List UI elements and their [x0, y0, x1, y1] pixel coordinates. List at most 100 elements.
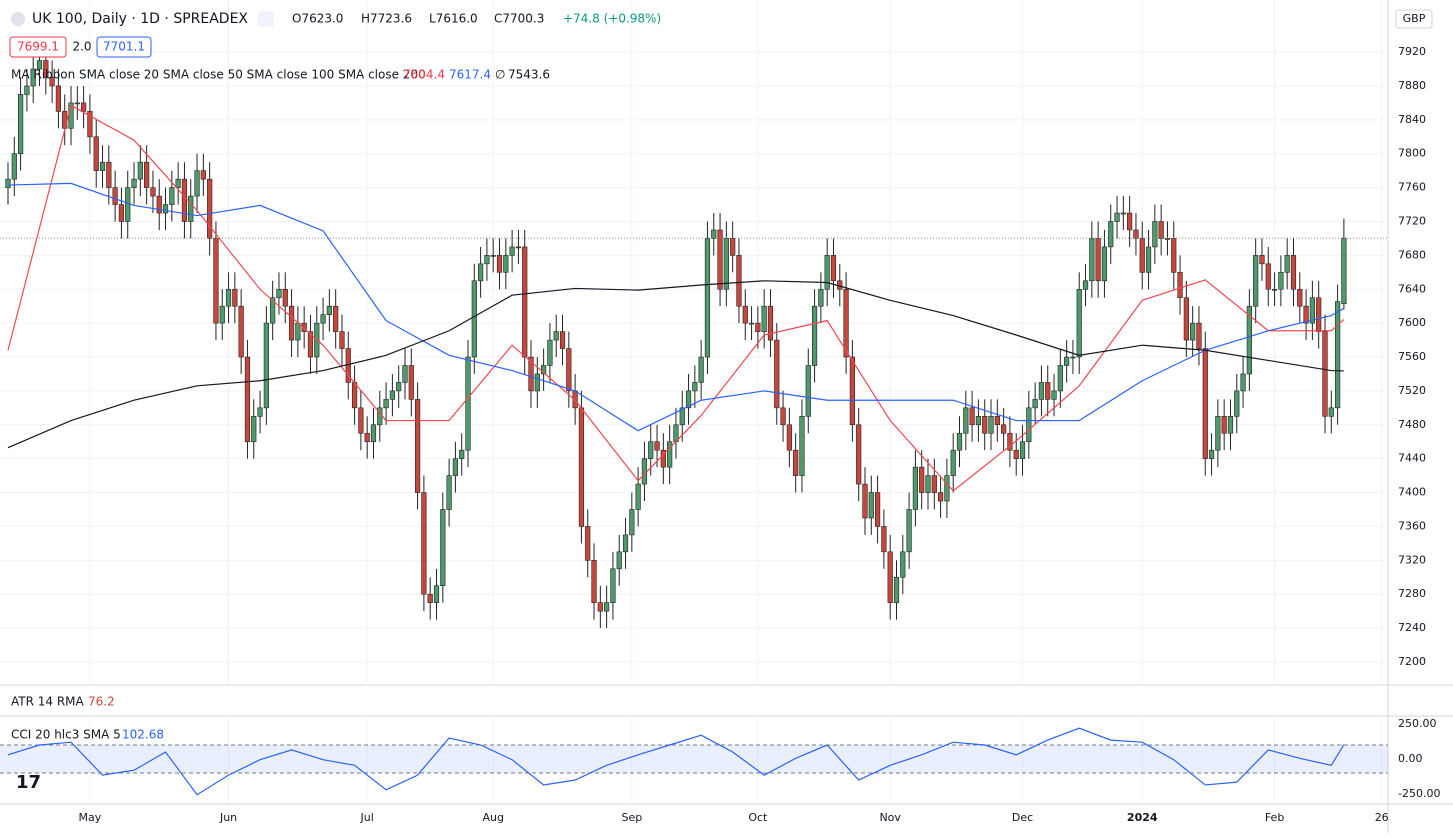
ma-line: [7, 280, 1344, 449]
candle-body: [635, 483, 641, 510]
candle-body: [648, 441, 654, 459]
candle-body: [736, 255, 742, 307]
candle-body: [1158, 221, 1164, 239]
candle-body: [1089, 238, 1095, 282]
currency-button[interactable]: [1395, 9, 1433, 29]
candle-body: [1038, 382, 1045, 400]
candle-body: [490, 255, 496, 257]
candle-body: [622, 534, 629, 553]
candle-body: [156, 195, 162, 214]
buy-button[interactable]: [96, 36, 152, 58]
candle-body: [1259, 255, 1265, 265]
ask[interactable]: 7701.1: [103, 40, 145, 54]
candle-body: [36, 60, 43, 70]
candle-body: [99, 161, 106, 171]
candle-body: [679, 407, 685, 426]
candle-body: [43, 60, 49, 78]
candle-body: [320, 314, 326, 324]
candle-body: [1208, 449, 1215, 459]
candle-body: [1152, 221, 1158, 248]
candle-body: [1297, 288, 1303, 307]
candle-body: [396, 382, 402, 392]
candle-body: [162, 204, 169, 214]
candle-body: [1019, 441, 1026, 459]
candle-body: [18, 94, 24, 155]
candle-body: [956, 432, 963, 451]
candle-body: [465, 356, 471, 451]
candle-body: [1246, 305, 1252, 375]
x-tick-label: Oct: [748, 811, 768, 824]
candle-body: [440, 509, 446, 587]
candle-body: [1057, 365, 1063, 392]
candle-body: [1095, 238, 1101, 282]
ma-line: [7, 182, 1345, 432]
candle-body: [818, 288, 824, 307]
candle-body: [478, 263, 484, 282]
candle-body: [1290, 255, 1297, 290]
candle-body: [931, 475, 937, 493]
candle-body: [667, 441, 673, 468]
candle-body: [1190, 322, 1196, 341]
atr-value: 76.2: [88, 695, 115, 709]
candle-body: [459, 449, 465, 459]
candle-body: [975, 416, 982, 426]
y-tick-label: 7280: [1398, 587, 1426, 600]
y-tick-label: 7840: [1398, 113, 1426, 126]
candle-body: [944, 475, 950, 502]
candle-body: [188, 195, 194, 222]
candle-body: [87, 111, 93, 138]
candle-body: [522, 246, 528, 358]
quote-high: H7723.6: [361, 12, 412, 26]
candle-body: [452, 458, 458, 476]
legend-value: 7617.4: [449, 68, 491, 82]
candle-body: [351, 382, 358, 409]
candle-body: [1177, 272, 1183, 299]
candle-body: [408, 365, 414, 400]
candle-body: [1051, 390, 1057, 400]
candle-body: [207, 178, 213, 239]
spread: 2.0: [72, 40, 91, 54]
candle-body: [137, 161, 143, 180]
candle-body: [887, 551, 893, 603]
candle-body: [175, 178, 181, 188]
candle-body: [856, 424, 862, 485]
candle-body: [515, 246, 522, 249]
candle-body: [93, 136, 99, 171]
candle-body: [994, 416, 1000, 426]
quote-low: L7616.0: [429, 12, 478, 26]
candle-body: [1322, 331, 1328, 417]
plot: May Jun Jul Aug Sep Oct Nov Dec 2024 Feb 26 7200 724…: [0, 0, 1440, 824]
candle-body: [698, 356, 704, 383]
candle-body: [213, 238, 219, 324]
y-tick-label: 7720: [1398, 215, 1426, 228]
candle-body: [1127, 212, 1133, 231]
candle-body: [692, 382, 698, 392]
candle-body: [547, 339, 553, 366]
sell-button[interactable]: [9, 36, 67, 58]
bid[interactable]: 7699.1: [17, 40, 59, 54]
candle-body: [244, 356, 251, 443]
candle-body: [748, 322, 755, 325]
candle-body: [1303, 305, 1309, 324]
candle-body: [616, 551, 622, 570]
candle-body: [641, 458, 648, 485]
candle-body: [225, 288, 232, 307]
currency[interactable]: GBP: [1403, 12, 1426, 25]
candle-body: [704, 238, 711, 358]
y-tick-label: -250.00: [1398, 787, 1440, 800]
candle-body: [685, 390, 692, 409]
logo: 17: [16, 772, 41, 793]
candle-body: [118, 204, 125, 222]
x-tick-label: 2024: [1127, 811, 1158, 824]
candle-body: [295, 322, 301, 341]
legend-value: 7543.6: [508, 68, 550, 82]
ma-legend: MA Ribbon SMA close 20 SMA close 50 SMA …: [11, 68, 426, 82]
candle-body: [1265, 263, 1271, 290]
candle-body: [1253, 255, 1259, 307]
y-tick-label: 7920: [1398, 45, 1426, 58]
candle-body: [1183, 297, 1189, 341]
candle-body: [326, 305, 332, 315]
eye-button[interactable]: [258, 11, 274, 27]
candle-body: [1284, 255, 1290, 273]
